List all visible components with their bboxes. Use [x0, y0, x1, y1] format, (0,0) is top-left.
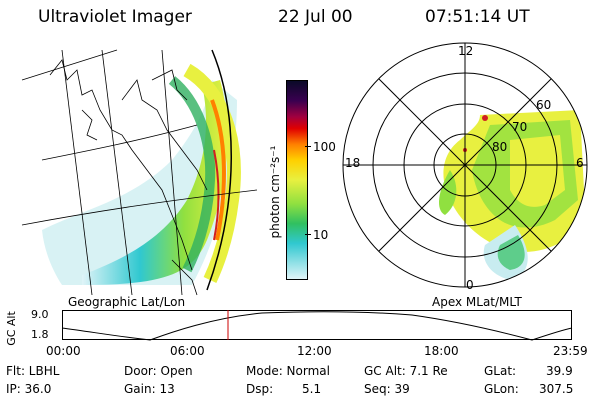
- polar-grid: [342, 42, 588, 288]
- left-panel-label: Geographic Lat/Lon: [68, 295, 186, 309]
- mlat-label-80: 80: [492, 140, 508, 154]
- gain-info: Gain: 13: [124, 382, 175, 396]
- dsp-value: 5.1: [302, 382, 322, 396]
- glat-label: GLat:: [484, 364, 517, 378]
- colorbar-tick-10: [305, 234, 311, 235]
- right-panel-label: Apex MLat/MLT: [432, 295, 522, 309]
- mlt-label-0: 0: [466, 278, 474, 292]
- ip-info: IP: 36.0: [6, 382, 52, 396]
- aurora-arc-hot: [210, 99, 226, 241]
- polar-aurora-left: [438, 170, 457, 215]
- colorbar-unit: photon cm⁻²s⁻¹: [268, 145, 282, 239]
- glon-value: 307.5: [539, 382, 574, 396]
- colorbar-ticks: [305, 146, 311, 147]
- polar-plot: [342, 42, 588, 288]
- timeline-plot: [61, 310, 573, 341]
- glon-label: GLon:: [484, 382, 519, 396]
- mlat-label-60: 60: [536, 98, 552, 112]
- timeline-xtick-2: 12:00: [297, 344, 332, 358]
- aurora-band-inner: [168, 76, 216, 273]
- date-label: 22 Jul 00: [278, 7, 353, 27]
- coastlines: [49, 59, 208, 296]
- mode-info: Mode: Normal: [246, 364, 330, 378]
- mlt-label-18: 18: [345, 156, 361, 170]
- glat-value: 39.9: [546, 364, 573, 378]
- timeline-ytick-top: 9.0: [31, 308, 49, 321]
- colorbar-label-10: 10: [313, 228, 329, 242]
- colorbar-label-100: 100: [313, 140, 336, 154]
- lat-lon-grid: [21, 49, 258, 296]
- timeline-ylabel: GC Alt: [4, 311, 18, 346]
- app-title: Ultraviolet Imager: [38, 7, 192, 27]
- timeline-xtick-4: 23:59: [553, 344, 588, 358]
- colorbar: [286, 80, 308, 280]
- geographic-map: [21, 49, 258, 296]
- seq-info: Seq: 39: [364, 382, 410, 396]
- filter-info: Flt: LBHL: [6, 364, 60, 378]
- gcalt-info: GC Alt: 7.1 Re: [364, 364, 448, 378]
- limb-line: [206, 49, 232, 291]
- mlt-label-6: 6: [576, 156, 584, 170]
- polar-hotspot-1: [482, 115, 488, 121]
- timeline-xtick-3: 18:00: [424, 344, 459, 358]
- mlat-label-70: 70: [512, 120, 528, 134]
- altitude-curve: [61, 311, 573, 341]
- timeline-ytick-bottom: 1.8: [31, 328, 49, 341]
- aurora-band-main: [82, 80, 228, 285]
- door-info: Door: Open: [124, 364, 193, 378]
- mlt-label-12: 12: [458, 44, 474, 58]
- time-label: 07:51:14 UT: [425, 7, 530, 27]
- dsp-label: Dsp:: [246, 382, 274, 396]
- timeline-xtick-0: 00:00: [46, 344, 81, 358]
- timeline-xtick-1: 06:00: [170, 344, 205, 358]
